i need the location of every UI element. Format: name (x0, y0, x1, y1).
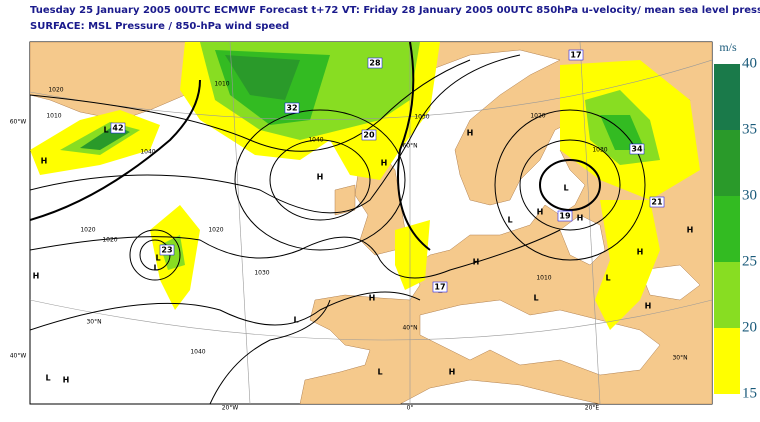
map-label: L (45, 374, 50, 383)
map-label: L (153, 264, 158, 273)
label-box (557, 210, 573, 222)
map-label: L (563, 184, 568, 193)
geo-label: 40°N (402, 325, 417, 332)
map-label: 1030 (254, 270, 269, 277)
map-label: 21 (651, 198, 663, 207)
sea (419, 214, 701, 376)
map-label: 34 (631, 145, 643, 154)
map-label: 1010 (536, 275, 551, 282)
map-label: H (317, 173, 324, 182)
map-label: 28 (369, 59, 381, 68)
colorbar-label: 25 (742, 253, 757, 269)
map-label: H (687, 226, 694, 235)
map-label: 1030 (592, 147, 607, 154)
isobars (30, 42, 646, 404)
label-box (649, 196, 665, 208)
colorbar-band (714, 64, 740, 130)
map-label: H (637, 248, 644, 257)
label-box (110, 122, 126, 134)
label-box (361, 129, 377, 141)
geo-label: 0° (407, 405, 414, 412)
map-label: H (645, 302, 652, 311)
map-label: 1020 (80, 227, 95, 234)
colorbar-label: 35 (742, 121, 757, 137)
colorbar-label: 40 (742, 55, 757, 71)
colorbar-band (714, 130, 740, 196)
map-label: H (467, 129, 474, 138)
map-label: 17 (570, 51, 581, 60)
map-label: 23 (161, 246, 172, 255)
map-label: 19 (559, 212, 571, 221)
geo-label: 30°N (672, 355, 687, 362)
map-label: 32 (286, 104, 297, 113)
geo-label: 40°W (10, 353, 27, 360)
map-label: H (41, 157, 48, 166)
colorbar-band (714, 196, 740, 262)
label-box (367, 57, 383, 69)
label-box (568, 49, 584, 61)
colorbar-band (714, 328, 740, 394)
map-label: H (63, 376, 70, 385)
map-label: L (155, 254, 160, 263)
label-box (159, 244, 175, 256)
colorbar-label: 30 (742, 187, 757, 203)
graticule (30, 42, 712, 404)
label-box (629, 143, 645, 155)
colorbar-unit: m/s (719, 40, 737, 54)
geo-label: 20°E (585, 405, 600, 412)
geo-label: 60°W (10, 119, 27, 126)
map-label: 42 (112, 124, 123, 133)
geo-label: 20°W (222, 405, 239, 412)
colorbar-label: 20 (742, 319, 757, 335)
label-box (432, 281, 448, 293)
map-label: 1030 (414, 114, 429, 121)
map-label: 1040 (190, 349, 205, 356)
map-label: L (103, 126, 108, 135)
geo-label: 60°N (402, 143, 417, 150)
map-label: 1020 (48, 87, 63, 94)
map-labels: LHHHLHHLLHLLHLHHLHLHLHLHH423228173423201… (33, 49, 694, 385)
map-label: L (533, 294, 538, 303)
map-label: H (577, 214, 584, 223)
colorbar-band (714, 262, 740, 328)
map-label: 1020 (208, 227, 223, 234)
colorbar: m/s 40 35 30 25 20 15 (714, 40, 757, 401)
colorbar-label: 15 (742, 385, 757, 401)
wind-shading (30, 42, 700, 330)
map-label: H (33, 272, 40, 281)
map-label: 1010 (214, 81, 229, 88)
map-label: 1020 (530, 113, 545, 120)
map-label: H (473, 258, 480, 267)
map-label: H (449, 368, 456, 377)
map-label: L (605, 274, 610, 283)
map-label: 17 (434, 283, 445, 292)
map-label: H (537, 208, 544, 217)
map-label: H (381, 159, 388, 168)
map-label: L (377, 368, 382, 377)
map-label: L (507, 216, 512, 225)
header-line: SURFACE: MSL Pressure / 850-hPa wind spe… (30, 21, 289, 32)
map-label: 1040 (308, 137, 323, 144)
map-frame (29, 41, 713, 405)
map-label: 1020 (102, 237, 117, 244)
map-label: 1040 (140, 149, 155, 156)
map-label: 20 (363, 131, 375, 140)
geo-label: 30°N (86, 319, 101, 326)
map-label: 1010 (46, 113, 61, 120)
label-box (284, 102, 300, 114)
map-label: H (369, 294, 376, 303)
header-line: Tuesday 25 January 2005 00UTC ECMWF Fore… (30, 5, 760, 16)
map-label: L (293, 316, 298, 325)
